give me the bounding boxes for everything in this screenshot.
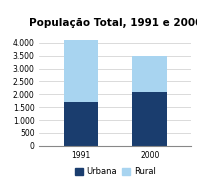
Title: População Total, 1991 e 2000: População Total, 1991 e 2000 — [29, 18, 197, 28]
Bar — [132, 92, 167, 146]
Bar — [64, 102, 98, 146]
Bar — [64, 40, 98, 102]
Bar — [132, 56, 167, 92]
Legend: Urbana, Rural: Urbana, Rural — [72, 164, 159, 180]
